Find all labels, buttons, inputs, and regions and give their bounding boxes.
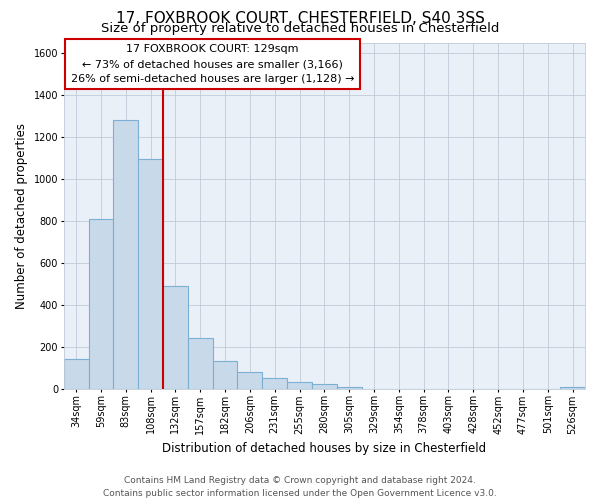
Bar [312, 384, 337, 388]
Bar [138, 159, 163, 388]
Bar [212, 362, 238, 388]
Bar [64, 359, 89, 388]
Text: 17 FOXBROOK COURT: 129sqm
← 73% of detached houses are smaller (3,166)
26% of se: 17 FOXBROOK COURT: 129sqm ← 73% of detac… [71, 44, 354, 84]
Bar [560, 386, 585, 388]
Bar [89, 218, 113, 388]
Text: Size of property relative to detached houses in Chesterfield: Size of property relative to detached ho… [101, 22, 499, 35]
Bar [262, 378, 287, 388]
Bar [163, 286, 188, 388]
Bar [113, 120, 138, 388]
Text: 17, FOXBROOK COURT, CHESTERFIELD, S40 3SS: 17, FOXBROOK COURT, CHESTERFIELD, S40 3S… [116, 11, 484, 26]
Text: Contains HM Land Registry data © Crown copyright and database right 2024.
Contai: Contains HM Land Registry data © Crown c… [103, 476, 497, 498]
Bar [188, 338, 212, 388]
Bar [238, 372, 262, 388]
Y-axis label: Number of detached properties: Number of detached properties [15, 122, 28, 308]
Bar [337, 386, 362, 388]
X-axis label: Distribution of detached houses by size in Chesterfield: Distribution of detached houses by size … [163, 442, 487, 455]
Bar [287, 382, 312, 388]
